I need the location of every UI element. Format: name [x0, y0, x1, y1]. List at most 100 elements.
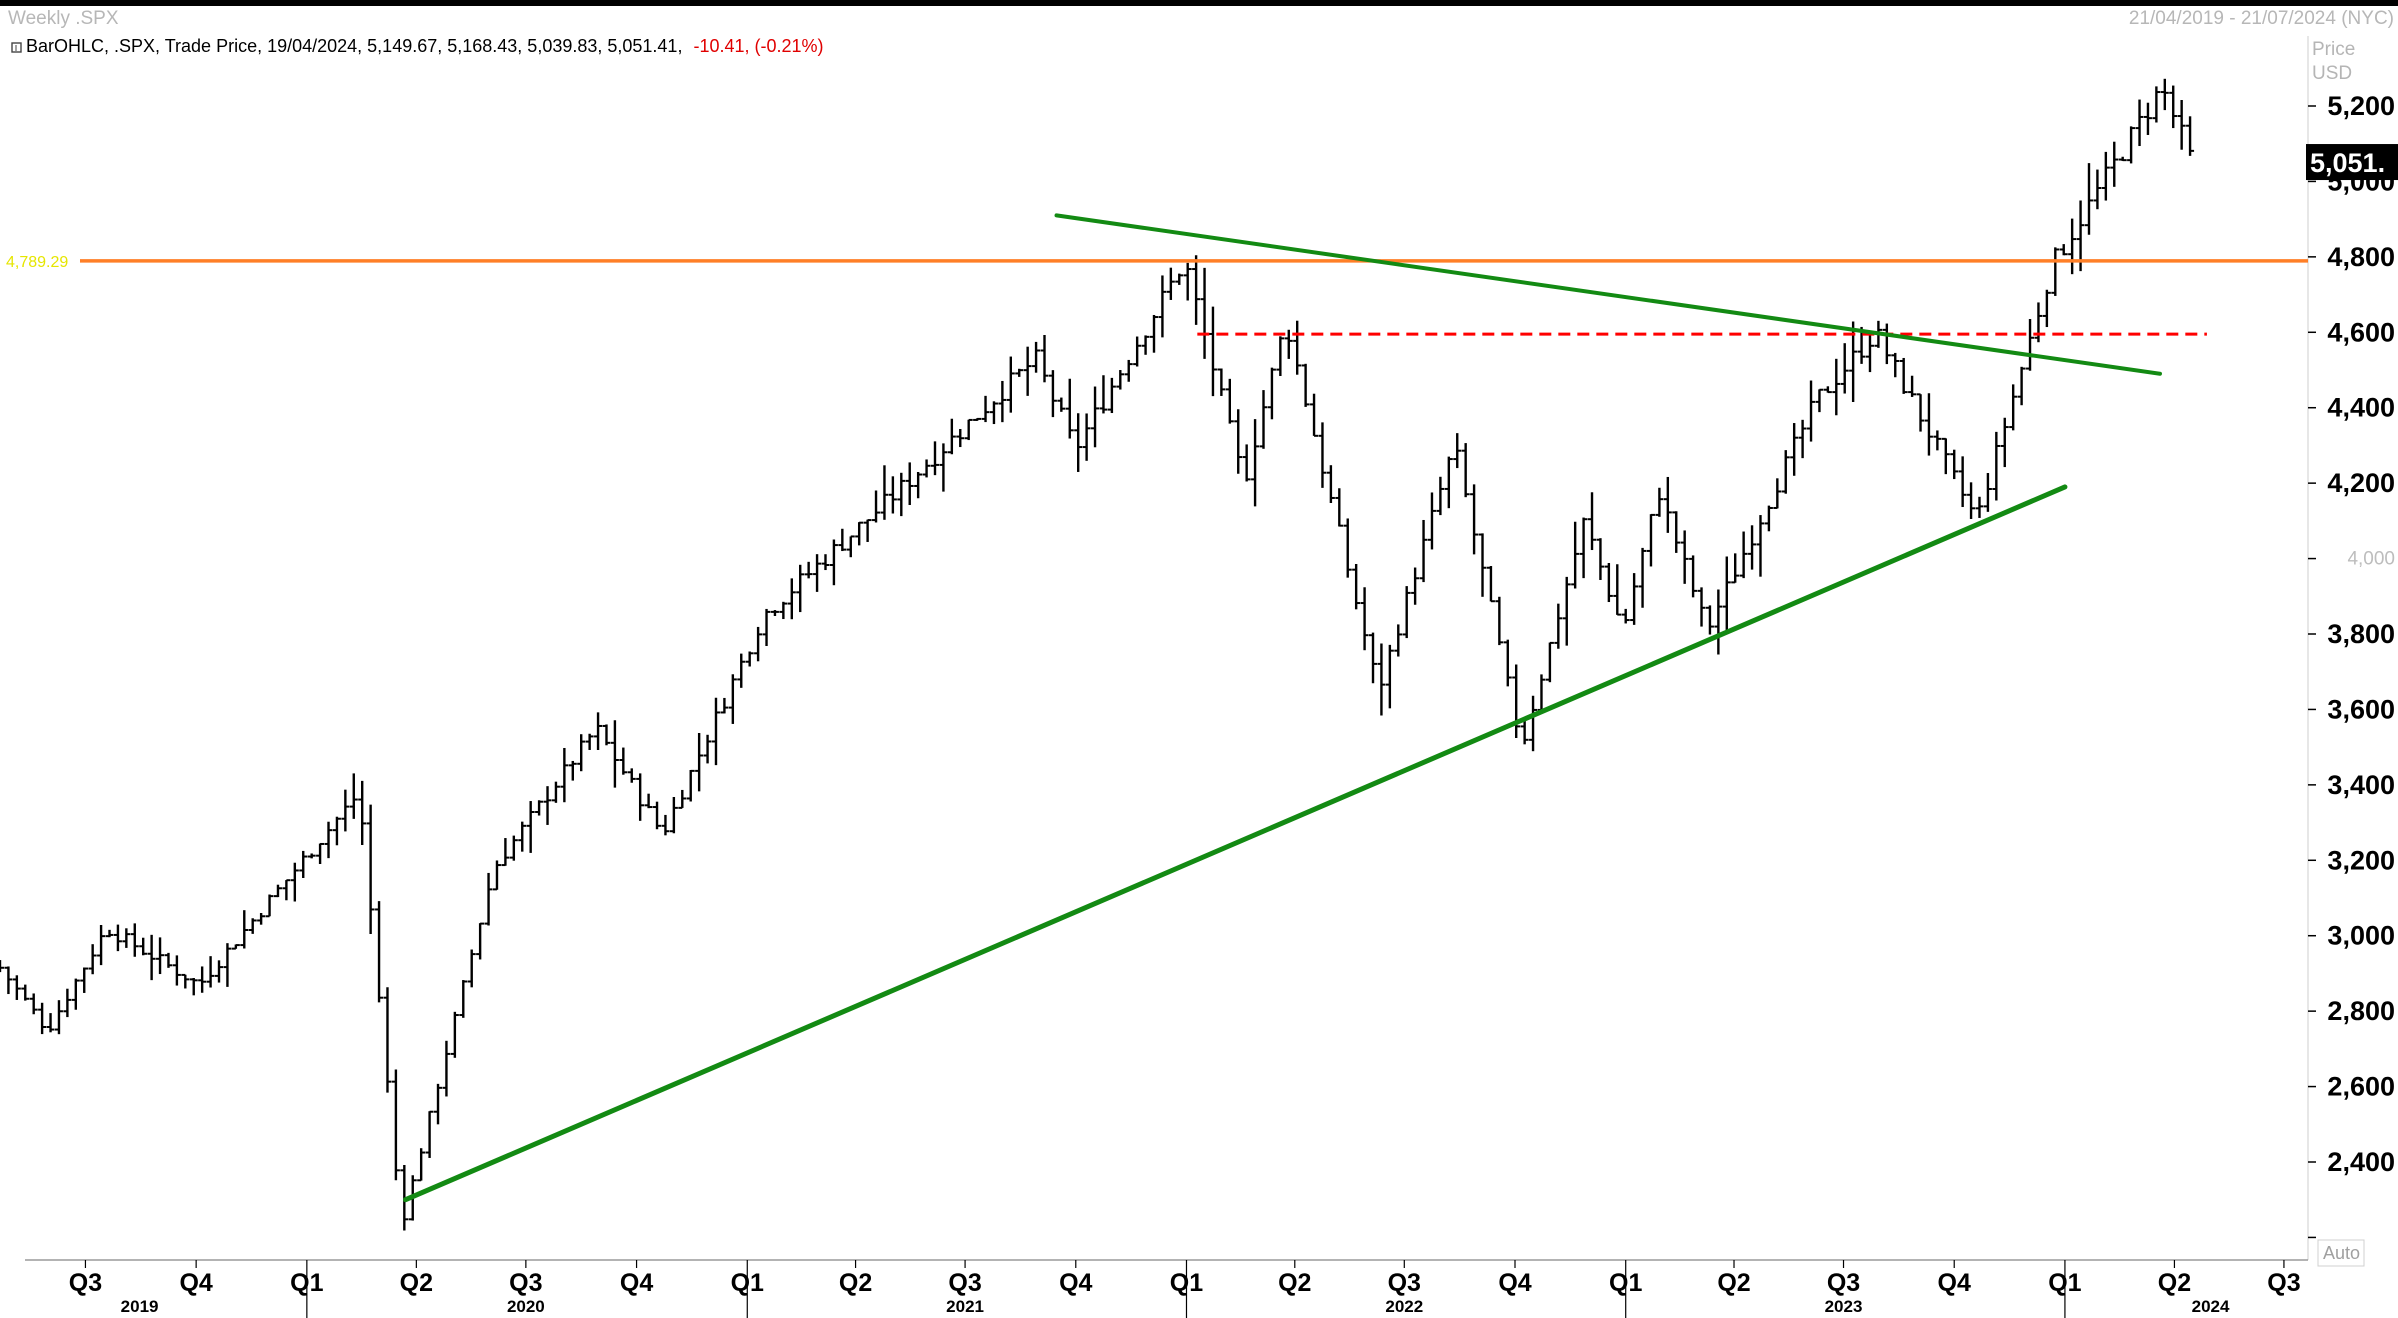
- ohlc-bar: [1048, 370, 1057, 418]
- ohlc-bar: [846, 535, 855, 558]
- ohlc-bar: [636, 773, 645, 821]
- ohlc-bar: [265, 894, 274, 918]
- ohlc-bar: [1891, 352, 1900, 378]
- ohlc-bar: [998, 380, 1007, 423]
- ohlc-bar: [97, 924, 106, 966]
- ohlc-bar: [939, 443, 948, 492]
- ohlc-bar: [2017, 366, 2026, 406]
- ohlc-bar: [1596, 538, 1605, 580]
- ohlc-bar: [1166, 267, 1175, 300]
- ohlc-bar: [1663, 476, 1672, 533]
- quarter-label: Q4: [1059, 1269, 1092, 1297]
- ohlc-bar: [1402, 586, 1411, 639]
- ohlc-bar: [669, 796, 678, 834]
- ohlc-bar: [1150, 314, 1158, 353]
- ohlc-bar: [2152, 86, 2161, 123]
- ohlc-bar: [1680, 530, 1689, 584]
- ohlc-bar: [1924, 393, 1933, 456]
- ohlc-bar: [164, 952, 173, 968]
- year-label: 2024: [2192, 1297, 2230, 1316]
- ohlc-bar: [198, 966, 207, 993]
- svg-text:BarOHLC, .SPX, Trade Price, 19: BarOHLC, .SPX, Trade Price, 19/04/2024, …: [26, 36, 824, 56]
- ohlc-bar: [147, 934, 156, 981]
- quarter-label: Q4: [1498, 1269, 1531, 1297]
- price-unit-label: Price: [2312, 39, 2355, 60]
- window-top-border: [0, 0, 2398, 6]
- ohlc-bar: [2143, 102, 2152, 135]
- ohlc-bar: [829, 539, 838, 586]
- ohlc-bar: [1091, 386, 1100, 448]
- ohlc-bar: [80, 967, 89, 993]
- year-label: 2019: [121, 1297, 159, 1316]
- ohlc-bar: [1183, 262, 1192, 301]
- price-bars: [0, 78, 2195, 1231]
- ohlc-bar: [577, 734, 586, 772]
- ohlc-bar: [914, 472, 923, 499]
- ohlc-bar: [551, 781, 560, 803]
- ohlc-bar: [1436, 476, 1445, 516]
- ohlc-bar: [1992, 431, 2001, 501]
- quarter-label: Q4: [620, 1269, 653, 1297]
- ohlc-bar: [594, 712, 603, 751]
- quarter-label: Q2: [1717, 1269, 1750, 1297]
- quarter-label: Q3: [1827, 1269, 1860, 1297]
- ohlc-bar: [332, 816, 341, 846]
- price-tick-label: 4,000: [2347, 549, 2395, 570]
- auto-scale-button[interactable]: Auto: [2317, 1239, 2365, 1267]
- ohlc-bar: [375, 901, 384, 1003]
- ohlc-bar: [2118, 156, 2127, 162]
- ohlc-bar: [1200, 267, 1209, 359]
- ohlc-bar: [484, 872, 493, 926]
- ohlc-bar: [122, 928, 131, 948]
- ohlc-bar: [1107, 377, 1116, 414]
- quarter-label: Q4: [179, 1269, 212, 1297]
- ohlc-bar: [543, 786, 552, 825]
- price-axis[interactable]: 2,400 2,600 2,800 3,000 3,200 3,400 3,600 3,800…: [2308, 91, 2395, 1239]
- ohlc-bar: [1486, 566, 1495, 603]
- ohlc-bar: [172, 955, 181, 986]
- price-tick-label: 4,200: [2327, 468, 2395, 498]
- ohlc-bar: [71, 978, 80, 1010]
- ohlc-bar: [1377, 643, 1386, 716]
- ohlc-chart[interactable]: Weekly .SPX 21/04/2019 - 21/07/2024 (NYC…: [0, 6, 2398, 1318]
- ohlc-bar: [450, 1011, 459, 1058]
- ohlc-bar: [1394, 624, 1403, 657]
- ohlc-bar: [1781, 450, 1790, 494]
- ohlc-bar: [1335, 488, 1344, 527]
- price-tick-label: 5,200: [2327, 91, 2395, 121]
- ohlc-bar: [1908, 375, 1917, 397]
- ohlc-bar: [206, 956, 215, 988]
- ohlc-bar: [1529, 695, 1538, 752]
- ohlc-bar: [1933, 430, 1942, 451]
- quarter-label: Q2: [1278, 1269, 1311, 1297]
- ohlc-bar: [1714, 589, 1723, 655]
- ohlc-bar: [459, 980, 468, 1018]
- ohlc-bar: [1099, 375, 1108, 414]
- ohlc-bar: [1217, 368, 1226, 396]
- ohlc-bar: [1798, 419, 1807, 459]
- ohlc-bar: [1141, 335, 1150, 355]
- ohlc-bar: [1975, 496, 1984, 518]
- ohlc-bar: [518, 821, 527, 852]
- ohlc-bar: [661, 814, 670, 836]
- ohlc-bar: [349, 773, 358, 819]
- chart-title: Weekly .SPX: [8, 8, 119, 29]
- ohlc-bar: [1234, 409, 1243, 474]
- time-axis[interactable]: Q3 Q4 Q1 Q2 Q3 Q4 Q1 Q2 Q3 Q4 Q1 Q2 Q3 Q4 Q1 Q2 Q3 Q4 Q1 Q2…: [69, 1260, 2301, 1318]
- ohlc-bar: [1158, 275, 1167, 338]
- ohlc-bar: [1773, 478, 1782, 509]
- ohlc-bar: [711, 697, 720, 766]
- ohlc-bar: [2169, 85, 2178, 129]
- quarter-label: Q3: [509, 1269, 542, 1297]
- ohlc-bar: [366, 804, 375, 935]
- ohlc-bar: [1865, 330, 1874, 373]
- ohlc-bar: [872, 490, 881, 523]
- ohlc-bar: [2000, 417, 2009, 468]
- ohlc-bar: [1672, 511, 1681, 553]
- ohlc-bar: [568, 760, 577, 781]
- ohlc-bar: [930, 441, 939, 476]
- ohlc-bar: [1124, 359, 1133, 382]
- ohlc-bar: [1301, 363, 1310, 407]
- ohlc-bar: [526, 801, 535, 853]
- ohlc-bar: [1571, 521, 1580, 589]
